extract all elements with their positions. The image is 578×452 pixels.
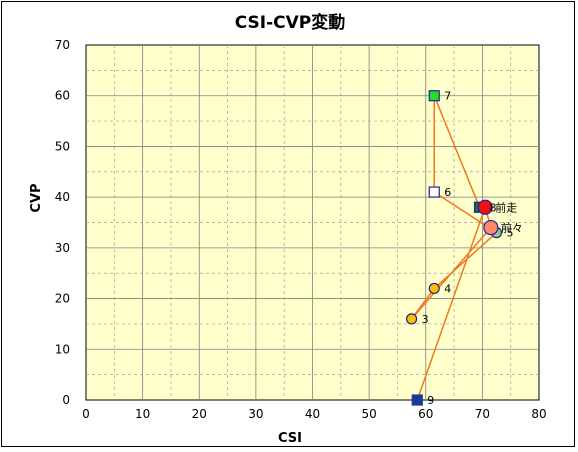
series-line-segment bbox=[433, 232, 498, 289]
series-line-segment bbox=[416, 207, 486, 401]
point-label-6: 6 bbox=[444, 186, 451, 199]
markers bbox=[405, 90, 503, 406]
y-tick-label: 30 bbox=[55, 241, 70, 255]
y-tick-label: 60 bbox=[55, 89, 70, 103]
x-tick-label: 20 bbox=[192, 407, 207, 421]
point-label-4: 4 bbox=[444, 282, 451, 295]
x-tick-label: 70 bbox=[475, 407, 490, 421]
point-marker-6 bbox=[428, 186, 440, 198]
x-tick-label: 0 bbox=[82, 407, 90, 421]
x-axis-title: CSI bbox=[278, 431, 302, 446]
series-line-segment bbox=[433, 95, 481, 208]
x-tick-label: 60 bbox=[418, 407, 433, 421]
point-marker-7 bbox=[428, 90, 440, 102]
point-label-3: 3 bbox=[422, 313, 429, 326]
y-tick-label: 20 bbox=[55, 292, 70, 306]
point-marker-前々 bbox=[483, 219, 499, 236]
x-tick-label: 80 bbox=[531, 407, 546, 421]
y-tick-label: 50 bbox=[55, 139, 70, 153]
grid bbox=[86, 45, 539, 400]
point-marker-4 bbox=[428, 282, 440, 295]
y-tick-label: 10 bbox=[55, 342, 70, 356]
point-label-7: 7 bbox=[444, 90, 451, 103]
point-label-8: 8 bbox=[490, 201, 497, 214]
x-tick-label: 50 bbox=[361, 407, 376, 421]
point-label-前走: 前走 bbox=[495, 200, 517, 214]
x-tick-label: 30 bbox=[248, 407, 263, 421]
point-label-5: 5 bbox=[507, 227, 514, 240]
series-line-segment bbox=[410, 287, 435, 320]
y-axis-ticks: 0 10 20 30 40 50 60 70 bbox=[55, 38, 70, 407]
point-marker-3 bbox=[405, 313, 418, 325]
y-tick-label: 40 bbox=[55, 190, 70, 204]
y-axis-title: CVP bbox=[29, 183, 44, 212]
x-tick-label: 40 bbox=[305, 407, 320, 421]
y-tick-label: 0 bbox=[62, 393, 70, 407]
chart-title: CSI-CVP変動 bbox=[235, 12, 346, 33]
y-tick-label: 70 bbox=[55, 38, 70, 52]
point-marker-9 bbox=[411, 394, 423, 406]
chart-frame: CSI-CVP変動 0 10 20 30 40 50 60 70 80 0 10 20 30 40 50 6… bbox=[1, 1, 575, 447]
x-tick-label: 10 bbox=[135, 407, 150, 421]
point-marker-前走 bbox=[477, 199, 493, 215]
point-label-9: 9 bbox=[427, 394, 434, 407]
x-axis-ticks: 0 10 20 30 40 50 60 70 80 bbox=[82, 407, 546, 421]
point-label-前々: 前々 bbox=[501, 221, 523, 235]
